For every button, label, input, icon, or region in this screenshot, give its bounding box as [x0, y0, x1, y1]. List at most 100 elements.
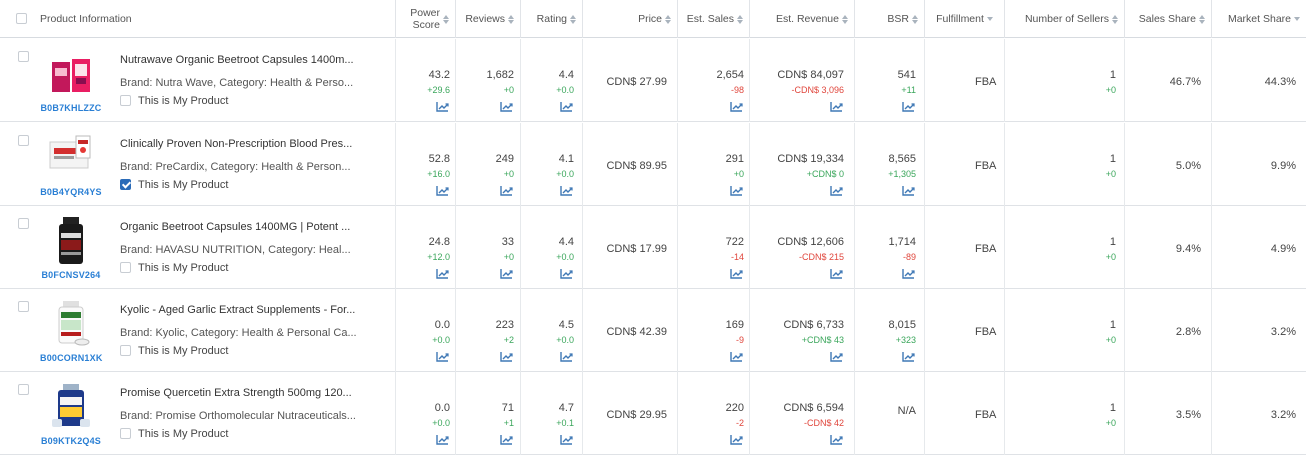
product-title-link[interactable]: Nutrawave Organic Beetroot Capsules 1400…: [120, 54, 354, 66]
column-rating[interactable]: Rating: [520, 0, 582, 38]
trend-chart-icon[interactable]: [730, 101, 743, 112]
table-row[interactable]: B0B7KHLZZC Nutrawave Organic Beetroot Cap…: [0, 39, 1306, 122]
column-divider: [677, 206, 678, 289]
trend-chart-icon[interactable]: [560, 268, 573, 279]
beetroot-bottle-icon[interactable]: [46, 48, 96, 98]
row-select-checkbox[interactable]: [18, 384, 29, 395]
my-product-checkbox[interactable]: [120, 262, 131, 273]
product-title-link[interactable]: Kyolic - Aged Garlic Extract Supplements…: [120, 304, 356, 316]
column-divider: [455, 206, 456, 289]
trend-chart-icon[interactable]: [500, 185, 513, 196]
white-bottle-icon[interactable]: [46, 298, 96, 348]
column-divider: [924, 39, 925, 122]
asin-link[interactable]: B0B4YQR4YS: [40, 187, 102, 197]
column-power-score[interactable]: Power Score: [395, 0, 455, 38]
trend-chart-icon[interactable]: [830, 185, 843, 196]
asin-link[interactable]: B09KTK2Q4S: [40, 436, 102, 446]
asin-link[interactable]: B00CORN1XK: [40, 353, 103, 363]
column-divider: [749, 39, 750, 122]
trend-chart-icon[interactable]: [730, 185, 743, 196]
my-product-checkbox[interactable]: [120, 345, 131, 356]
trend-chart-icon[interactable]: [436, 185, 449, 196]
power-score-delta: +16.0: [427, 169, 450, 179]
my-product-checkbox[interactable]: [120, 428, 131, 439]
market-share-value: 3.2%: [1270, 409, 1296, 421]
bsr-delta: -89: [902, 252, 916, 262]
column-divider: [395, 289, 396, 372]
row-select-checkbox[interactable]: [18, 218, 29, 229]
column-bsr[interactable]: BSR: [854, 0, 924, 38]
trend-chart-icon[interactable]: [560, 101, 573, 112]
column-number-of-sellers[interactable]: Number of Sellers: [1004, 0, 1124, 38]
column-market-share[interactable]: Market Share: [1211, 0, 1306, 38]
bsr-value: 8,015: [888, 319, 916, 331]
column-divider: [520, 123, 521, 206]
column-reviews[interactable]: Reviews: [455, 0, 520, 38]
column-divider: [1211, 123, 1212, 206]
sort-icon: [737, 14, 743, 24]
trend-chart-icon[interactable]: [902, 268, 915, 279]
trend-chart-icon[interactable]: [902, 101, 915, 112]
column-divider: [854, 206, 855, 289]
est-sales-value: 291: [725, 153, 744, 165]
trend-chart-icon[interactable]: [560, 351, 573, 362]
fulfillment-value: FBA: [975, 243, 997, 255]
column-divider: [520, 206, 521, 289]
trend-chart-icon[interactable]: [830, 101, 843, 112]
trend-chart-icon[interactable]: [436, 268, 449, 279]
fulfillment-value: FBA: [975, 160, 997, 172]
select-all-checkbox[interactable]: [16, 13, 27, 24]
column-price[interactable]: Price: [582, 0, 677, 38]
trend-chart-icon[interactable]: [902, 185, 915, 196]
trend-chart-icon[interactable]: [436, 434, 449, 445]
product-title-link[interactable]: Promise Quercetin Extra Strength 500mg 1…: [120, 387, 352, 399]
column-divider: [854, 289, 855, 372]
trend-chart-icon[interactable]: [500, 268, 513, 279]
row-select-checkbox[interactable]: [18, 135, 29, 146]
column-product-information[interactable]: Product Information: [40, 13, 132, 25]
column-divider: [924, 206, 925, 289]
precardix-box-icon[interactable]: [46, 132, 96, 182]
trend-chart-icon[interactable]: [902, 351, 915, 362]
est-revenue-value: CDN$ 84,097: [777, 69, 844, 81]
my-product-checkbox[interactable]: [120, 179, 131, 190]
table-row[interactable]: B09KTK2Q4S Promise Quercetin Extra Streng…: [0, 372, 1306, 455]
column-fulfillment[interactable]: Fulfillment: [924, 0, 1004, 38]
trend-chart-icon[interactable]: [436, 101, 449, 112]
my-product-checkbox[interactable]: [120, 95, 131, 106]
trend-chart-icon[interactable]: [830, 268, 843, 279]
trend-chart-icon[interactable]: [830, 351, 843, 362]
row-select-checkbox[interactable]: [18, 51, 29, 62]
sellers-value: 1: [1109, 402, 1116, 414]
market-share-value: 4.9%: [1270, 243, 1296, 255]
trend-chart-icon[interactable]: [500, 101, 513, 112]
column-est-revenue[interactable]: Est. Revenue: [749, 0, 854, 38]
blue-bottle-icon[interactable]: [46, 381, 96, 431]
table-row[interactable]: B0FCNSV264 Organic Beetroot Capsules 1400…: [0, 206, 1306, 289]
product-title-link[interactable]: Organic Beetroot Capsules 1400MG | Poten…: [120, 221, 351, 233]
column-divider: [677, 372, 678, 455]
asin-link[interactable]: B0B7KHLZZC: [40, 103, 102, 113]
column-divider: [395, 372, 396, 455]
asin-link[interactable]: B0FCNSV264: [41, 270, 101, 280]
black-bottle-icon[interactable]: [46, 215, 96, 265]
column-sales-share[interactable]: Sales Share: [1124, 0, 1211, 38]
trend-chart-icon[interactable]: [500, 351, 513, 362]
trend-chart-icon[interactable]: [500, 434, 513, 445]
sellers-delta: +0: [1105, 335, 1116, 345]
trend-chart-icon[interactable]: [830, 434, 843, 445]
trend-chart-icon[interactable]: [730, 268, 743, 279]
table-row[interactable]: B0B4YQR4YS Clinically Proven Non-Prescrip…: [0, 123, 1306, 206]
table-row[interactable]: B00CORN1XK Kyolic - Aged Garlic Extract S…: [0, 289, 1306, 372]
product-title-link[interactable]: Clinically Proven Non-Prescription Blood…: [120, 138, 353, 150]
trend-chart-icon[interactable]: [730, 351, 743, 362]
trend-chart-icon[interactable]: [730, 434, 743, 445]
trend-chart-icon[interactable]: [560, 185, 573, 196]
column-divider: [677, 39, 678, 122]
trend-chart-icon[interactable]: [436, 351, 449, 362]
reviews-value: 249: [495, 153, 514, 165]
chevron-down-icon: [1294, 17, 1300, 21]
trend-chart-icon[interactable]: [560, 434, 573, 445]
column-est-sales[interactable]: Est. Sales: [677, 0, 749, 38]
row-select-checkbox[interactable]: [18, 301, 29, 312]
